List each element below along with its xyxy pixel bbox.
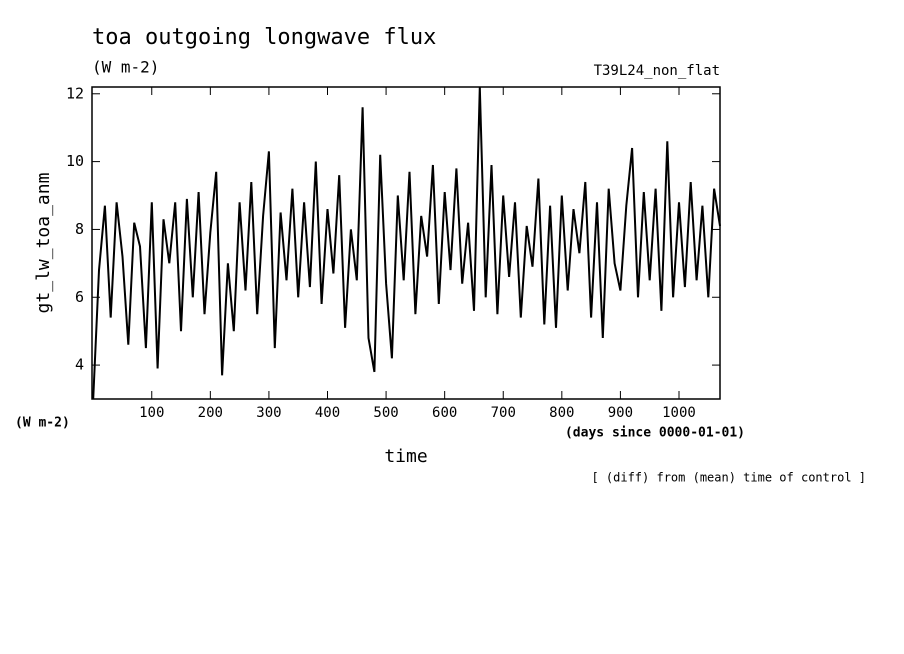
- subtitle: (W m-2): [92, 58, 159, 77]
- x-tick-label: 700: [491, 405, 516, 421]
- x-tick-label: 100: [139, 405, 164, 421]
- x-tick-label: 200: [198, 405, 223, 421]
- y-tick-label: 10: [66, 152, 84, 170]
- x-units: (days since 0000-01-01): [565, 426, 745, 441]
- x-tick-label: 800: [549, 405, 574, 421]
- x-tick-label: 400: [315, 405, 340, 421]
- plot-frame: [91, 86, 721, 400]
- data-line: [92, 86, 721, 400]
- y-tick-label: 12: [66, 84, 84, 102]
- note: [ (diff) from (mean) time of control ]: [591, 471, 866, 485]
- x-tick-label: 500: [373, 405, 398, 421]
- x-tick-label: 600: [432, 405, 457, 421]
- y-tick-label: 6: [75, 288, 84, 306]
- y-axis-label: gt_lw_toa_anm: [33, 173, 54, 314]
- y-units: (W m-2): [15, 416, 70, 431]
- x-tick-label: 1000: [662, 405, 696, 421]
- run-tag: T39L24_non_flat: [594, 63, 720, 79]
- x-tick-label: 300: [256, 405, 281, 421]
- x-axis-label: time: [384, 446, 427, 467]
- x-tick-label: 900: [608, 405, 633, 421]
- y-tick-label: 4: [75, 356, 84, 374]
- y-tick-label: 8: [75, 220, 84, 238]
- chart-title: toa outgoing longwave flux: [92, 25, 436, 50]
